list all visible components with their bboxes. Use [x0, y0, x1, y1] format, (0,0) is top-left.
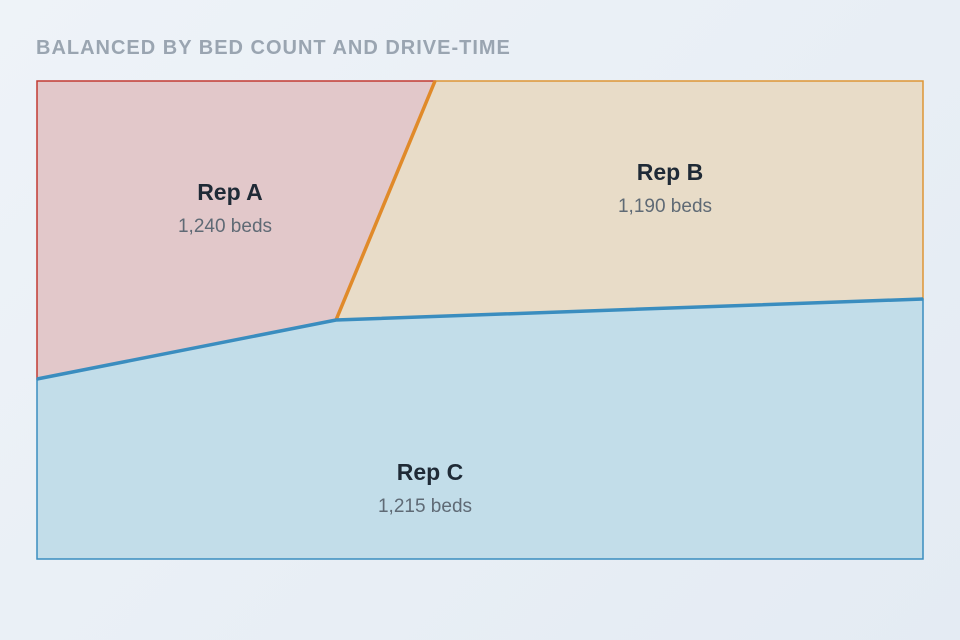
- region-name: Rep B: [637, 159, 703, 185]
- region-beds: 1,215 beds: [378, 496, 472, 517]
- title: BALANCED BY BED COUNT AND DRIVE-TIME: [36, 37, 511, 59]
- region-beds: 1,190 beds: [618, 196, 712, 217]
- boundary-c: [36, 297, 924, 381]
- region-name: Rep C: [397, 459, 463, 485]
- boundary-a-b: [334, 80, 437, 321]
- region-name: Rep A: [197, 179, 263, 205]
- region-beds: 1,240 beds: [178, 216, 272, 237]
